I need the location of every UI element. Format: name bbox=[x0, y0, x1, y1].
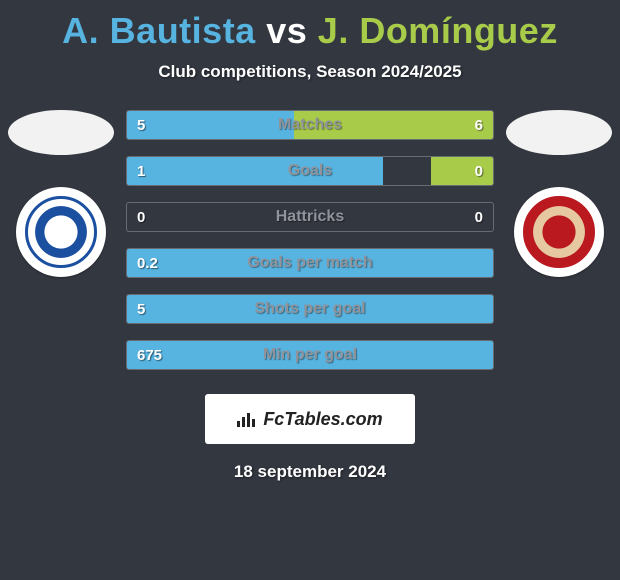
stat-bar-row: Hattricks0 0 bbox=[126, 202, 494, 232]
stat-bar-row: Min per goal675 bbox=[126, 340, 494, 370]
right-side-column bbox=[504, 110, 614, 277]
stat-bar-label: Hattricks bbox=[127, 203, 493, 231]
left-club-badge bbox=[16, 187, 106, 277]
stat-bar-row: Matches5 6 bbox=[126, 110, 494, 140]
stat-bar-right-value: 0 bbox=[475, 203, 483, 231]
stat-bar-label: Goals bbox=[127, 157, 493, 185]
player1-name: A. Bautista bbox=[62, 10, 256, 51]
stat-bar-left-value: 675 bbox=[137, 341, 162, 369]
stat-bar-row: Goals1 0 bbox=[126, 156, 494, 186]
stat-bar-left-value: 5 bbox=[137, 295, 145, 323]
main-layout: Matches56Goals10Hattricks00Goals per mat… bbox=[0, 110, 620, 386]
stat-bar-row: Goals per match0.2 bbox=[126, 248, 494, 278]
subtitle: Club competitions, Season 2024/2025 bbox=[0, 62, 620, 82]
stat-bar-label: Goals per match bbox=[127, 249, 493, 277]
stat-bar-left-value: 0.2 bbox=[137, 249, 158, 277]
footer-site-badge[interactable]: FcTables.com bbox=[205, 394, 415, 444]
left-side-column bbox=[6, 110, 116, 277]
stat-bar-label: Min per goal bbox=[127, 341, 493, 369]
pachuca-badge-icon bbox=[25, 196, 97, 268]
stat-bar-right-value: 0 bbox=[475, 157, 483, 185]
left-country-flag bbox=[8, 110, 114, 155]
stat-bar-right-value: 6 bbox=[475, 111, 483, 139]
footer-site-label: FcTables.com bbox=[263, 409, 382, 430]
bar-chart-icon bbox=[237, 411, 257, 427]
stat-bar-label: Matches bbox=[127, 111, 493, 139]
right-country-flag bbox=[506, 110, 612, 155]
stat-bar-left-value: 1 bbox=[137, 157, 145, 185]
stat-bars-container: Matches56Goals10Hattricks00Goals per mat… bbox=[116, 110, 504, 386]
player2-name: J. Domínguez bbox=[318, 10, 558, 51]
vs-label: vs bbox=[266, 10, 307, 51]
comparison-title: A. Bautista vs J. Domínguez bbox=[0, 0, 620, 52]
stat-bar-label: Shots per goal bbox=[127, 295, 493, 323]
toluca-badge-icon bbox=[523, 196, 595, 268]
right-club-badge bbox=[514, 187, 604, 277]
stat-bar-row: Shots per goal5 bbox=[126, 294, 494, 324]
stat-bar-left-value: 5 bbox=[137, 111, 145, 139]
footer-date: 18 september 2024 bbox=[0, 462, 620, 482]
stat-bar-left-value: 0 bbox=[137, 203, 145, 231]
